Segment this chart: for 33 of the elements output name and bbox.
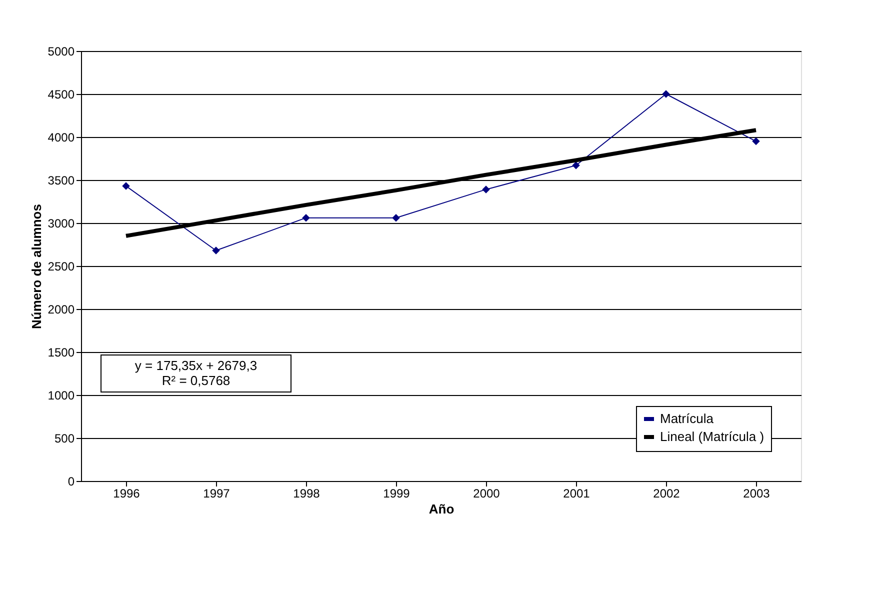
point xyxy=(482,186,490,194)
x-tick-label: 1999 xyxy=(383,486,410,500)
point xyxy=(662,90,670,98)
x-tick-label: 1996 xyxy=(113,486,140,500)
point xyxy=(122,182,130,190)
annotation: R² = 0,5768 xyxy=(162,373,230,388)
x-tick-label: 2002 xyxy=(653,486,680,500)
point xyxy=(572,162,580,170)
point xyxy=(302,214,310,222)
y-tick-label: 1000 xyxy=(48,388,75,402)
x-tick-label: 1998 xyxy=(293,486,320,500)
y-tick-label: 3000 xyxy=(48,216,75,230)
point xyxy=(752,137,760,146)
y-tick-label: 4000 xyxy=(48,130,75,144)
y-axis-title: Número de alumnos xyxy=(28,204,44,329)
x-axis-title: Año xyxy=(428,502,454,516)
y-tick-label: 3500 xyxy=(48,174,75,188)
x-tick-label: 1997 xyxy=(203,486,230,500)
y-tick-label: 1500 xyxy=(48,346,75,360)
legend-label: Lineal (Matrícula ) xyxy=(660,429,764,444)
x-tick-label: 2000 xyxy=(473,486,500,500)
point xyxy=(392,214,400,222)
y-tick-label: 5000 xyxy=(48,44,75,58)
y-tick-label: 500 xyxy=(54,432,75,446)
x-tick-label: 2003 xyxy=(743,486,770,500)
y-tick-label: 2000 xyxy=(48,302,75,316)
y-tick-label: 2500 xyxy=(48,260,75,274)
x-tick-label: 2001 xyxy=(563,486,590,500)
y-tick-label: 4500 xyxy=(48,88,75,102)
y-tick-label: 0 xyxy=(68,474,75,488)
legend-label: Matrícula xyxy=(660,411,714,426)
point xyxy=(212,246,220,254)
annotation: y = 175,35x + 2679,3 xyxy=(134,358,258,373)
